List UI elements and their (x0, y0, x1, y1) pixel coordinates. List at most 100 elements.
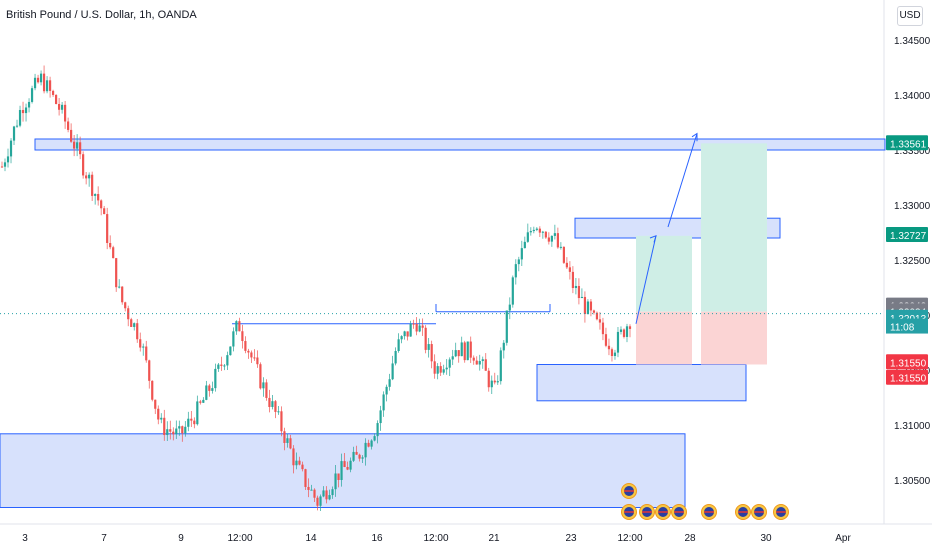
candle-body[interactable] (175, 428, 178, 435)
candle-body[interactable] (133, 323, 136, 327)
candle-body[interactable] (484, 359, 487, 371)
candle-body[interactable] (289, 438, 292, 449)
candle-body[interactable] (12, 126, 16, 141)
candle-body[interactable] (130, 319, 133, 327)
candle-body[interactable] (523, 241, 526, 249)
candle-body[interactable] (418, 325, 421, 332)
candle-body[interactable] (229, 346, 232, 356)
candle-body[interactable] (610, 349, 614, 357)
candle-body[interactable] (571, 271, 575, 289)
candle-body[interactable] (622, 329, 626, 337)
candle-body[interactable] (265, 382, 268, 398)
candle-body[interactable] (220, 364, 223, 366)
candle-body[interactable] (619, 329, 623, 332)
candle-body[interactable] (301, 464, 304, 470)
candle-body[interactable] (190, 418, 193, 421)
candle-body[interactable] (277, 411, 280, 413)
candle-body[interactable] (304, 469, 307, 487)
candle-body[interactable] (325, 490, 328, 500)
candle-body[interactable] (370, 440, 373, 447)
currency-button[interactable]: USD (897, 6, 923, 26)
candle-body[interactable] (208, 385, 211, 391)
candle-body[interactable] (250, 352, 253, 358)
supply-zone-top[interactable] (34, 138, 886, 151)
candle-body[interactable] (0, 166, 4, 168)
candle-body[interactable] (121, 286, 124, 303)
candle-body[interactable] (280, 411, 283, 432)
candle-body[interactable] (73, 141, 76, 149)
candle-body[interactable] (499, 350, 502, 382)
candle-body[interactable] (24, 107, 28, 114)
candle-body[interactable] (592, 310, 596, 313)
candle-body[interactable] (157, 408, 160, 420)
candle-body[interactable] (112, 247, 115, 259)
candle-body[interactable] (30, 88, 34, 102)
candle-body[interactable] (430, 344, 433, 362)
candle-body[interactable] (331, 489, 334, 496)
candle-body[interactable] (295, 460, 298, 466)
candle-body[interactable] (271, 401, 274, 407)
candle-body[interactable] (274, 401, 277, 412)
candle-body[interactable] (397, 339, 400, 352)
candle-body[interactable] (541, 231, 544, 233)
candle-body[interactable] (151, 380, 154, 400)
candle-body[interactable] (166, 429, 169, 436)
candle-body[interactable] (139, 339, 142, 348)
candle-body[interactable] (313, 489, 316, 498)
candle-body[interactable] (85, 175, 88, 179)
candle-body[interactable] (604, 334, 608, 346)
candle-body[interactable] (349, 460, 352, 470)
candle-body[interactable] (21, 109, 25, 114)
candle-body[interactable] (42, 73, 46, 92)
candle-body[interactable] (292, 448, 295, 466)
candle-body[interactable] (580, 296, 584, 299)
candle-body[interactable] (346, 466, 349, 470)
candle-body[interactable] (106, 214, 109, 244)
candle-body[interactable] (54, 94, 58, 104)
candle-body[interactable] (505, 310, 508, 343)
candle-body[interactable] (400, 336, 403, 340)
candle-body[interactable] (136, 323, 139, 340)
candle-body[interactable] (100, 200, 103, 209)
candle-body[interactable] (493, 380, 496, 383)
candle-body[interactable] (286, 438, 289, 443)
candle-body[interactable] (145, 346, 148, 361)
candle-body[interactable] (586, 301, 590, 315)
candle-body[interactable] (226, 355, 229, 366)
candle-body[interactable] (442, 369, 445, 373)
candle-body[interactable] (433, 361, 436, 374)
candle-body[interactable] (544, 231, 547, 238)
candle-body[interactable] (187, 418, 190, 427)
candle-body[interactable] (628, 326, 632, 329)
candle-body[interactable] (490, 380, 493, 388)
candle-body[interactable] (379, 410, 382, 424)
candle-body[interactable] (559, 246, 562, 248)
candle-body[interactable] (385, 386, 388, 395)
candle-body[interactable] (196, 401, 199, 425)
candle-body[interactable] (94, 194, 97, 196)
candle-body[interactable] (262, 382, 265, 389)
candle-body[interactable] (244, 341, 247, 351)
candle-body[interactable] (70, 129, 73, 142)
candle-body[interactable] (169, 429, 172, 432)
candle-body[interactable] (607, 345, 611, 350)
candle-body[interactable] (448, 359, 451, 368)
candle-body[interactable] (409, 323, 412, 337)
candle-body[interactable] (238, 321, 241, 332)
candle-body[interactable] (6, 156, 10, 163)
candle-body[interactable] (184, 426, 187, 434)
candle-body[interactable] (532, 229, 535, 232)
candle-body[interactable] (382, 394, 385, 411)
candle-body[interactable] (334, 473, 337, 490)
candle-body[interactable] (421, 325, 424, 328)
candle-body[interactable] (520, 248, 523, 260)
candle-body[interactable] (553, 233, 556, 236)
candle-body[interactable] (367, 442, 370, 447)
candle-body[interactable] (526, 232, 529, 242)
candle-body[interactable] (247, 350, 250, 353)
candle-body[interactable] (406, 331, 409, 337)
candle-body[interactable] (451, 356, 454, 360)
candle-body[interactable] (376, 423, 379, 437)
candle-body[interactable] (412, 323, 415, 325)
candle-body[interactable] (388, 379, 391, 387)
